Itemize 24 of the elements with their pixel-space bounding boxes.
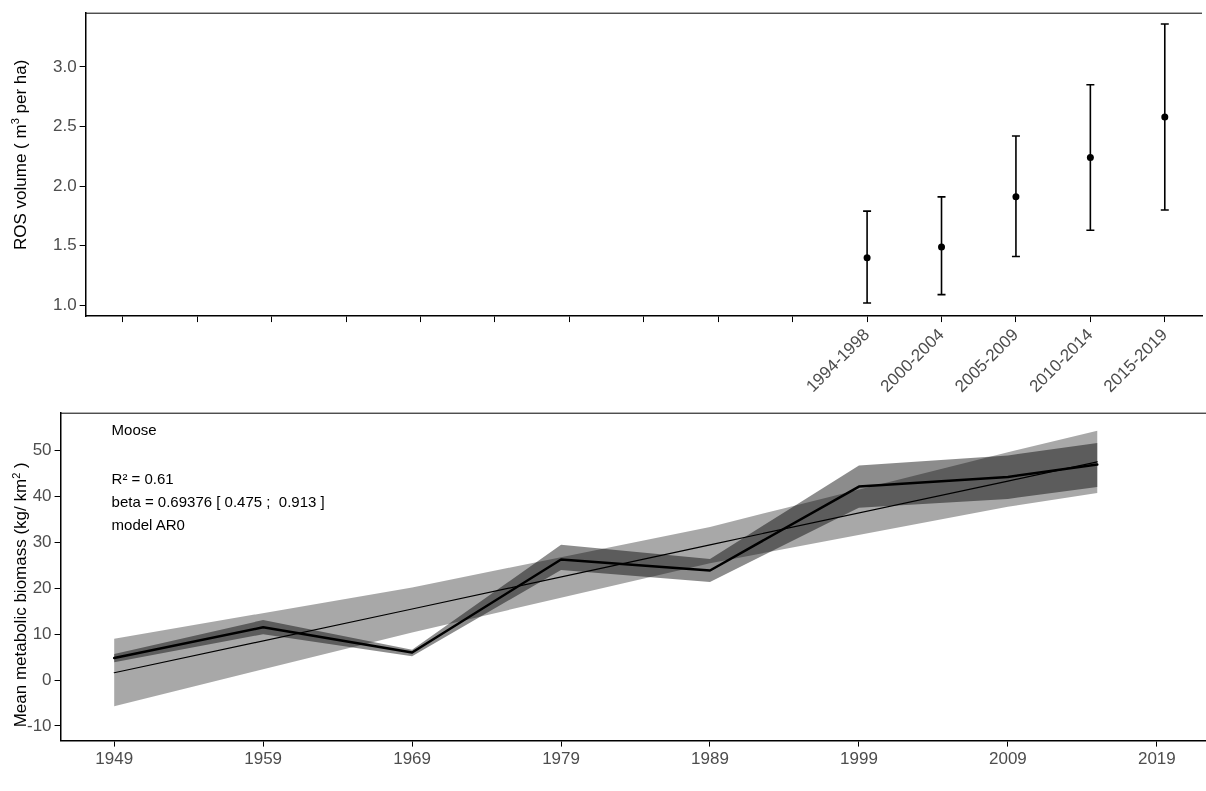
annotation: R² = 0.61 bbox=[111, 470, 174, 488]
y-tick-label: 50 bbox=[32, 440, 52, 460]
y-tick-label: 0 bbox=[42, 669, 52, 689]
x-tick-label: 1979 bbox=[542, 749, 580, 769]
x-tick-label: 1999 bbox=[840, 749, 878, 769]
y-tick-label: 40 bbox=[32, 486, 52, 506]
x-tick-label: 2009 bbox=[988, 749, 1027, 769]
x-tick-label: 1949 bbox=[95, 749, 134, 769]
annotation: model AR0 bbox=[111, 516, 185, 534]
x-tick-label: 2019 bbox=[1137, 749, 1176, 769]
y-tick-label: 2.0 bbox=[52, 175, 77, 195]
y-tick-label: 1.0 bbox=[52, 295, 77, 315]
annotation: beta = 0.69376 [ 0.475 ; 0.913 ] bbox=[111, 493, 325, 511]
y-tick-label: 30 bbox=[32, 532, 52, 552]
y-tick-label: 10 bbox=[32, 623, 52, 643]
annotation: Moose bbox=[111, 421, 157, 439]
x-tick-label: 1989 bbox=[691, 749, 729, 769]
y-tick-label: 1.5 bbox=[52, 235, 77, 255]
x-tick-label: 1969 bbox=[393, 749, 432, 769]
y-tick-label: 20 bbox=[32, 578, 52, 598]
y-tick-label: -10 bbox=[26, 715, 52, 735]
x-tick-label: 1959 bbox=[244, 749, 283, 769]
y-tick-label: 2.5 bbox=[52, 116, 77, 136]
y-tick-label: 3.0 bbox=[52, 56, 77, 76]
